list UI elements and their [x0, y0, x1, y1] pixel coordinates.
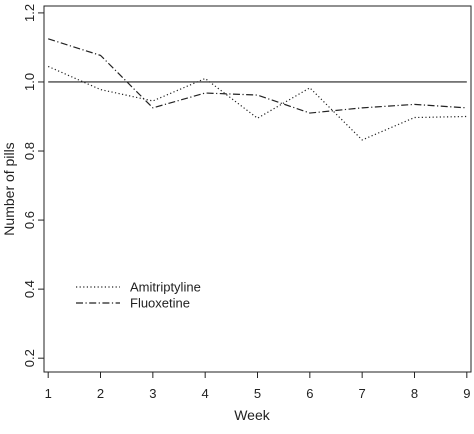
x-tick-label: 1 — [45, 386, 52, 401]
y-tick-label: 0.2 — [22, 349, 37, 367]
y-tick-label: 1.0 — [22, 73, 37, 91]
y-tick-label: 0.6 — [22, 211, 37, 229]
y-tick-label: 0.4 — [22, 280, 37, 298]
y-tick-label: 1.2 — [22, 4, 37, 22]
legend-label-amitriptyline: Amitriptyline — [130, 280, 201, 295]
series-layer — [47, 38, 467, 141]
x-tick-label: 8 — [411, 386, 418, 401]
x-tick-label: 3 — [149, 386, 156, 401]
x-tick-label: 2 — [97, 386, 104, 401]
x-tick-label: 4 — [202, 386, 209, 401]
y-axis: 0.2 0.4 0.6 0.8 1.0 1.2 — [22, 4, 44, 367]
y-tick-label: 0.8 — [22, 142, 37, 160]
y-axis-title: Number of pills — [1, 142, 17, 235]
series-line-fluoxetine — [48, 38, 467, 114]
x-axis: 1 2 3 4 5 6 7 8 9 — [45, 372, 470, 401]
legend-label-fluoxetine: Fluoxetine — [130, 296, 190, 311]
x-tick-label: 6 — [306, 386, 313, 401]
x-tick-label: 7 — [359, 386, 366, 401]
x-axis-title: Week — [234, 407, 271, 423]
x-tick-label: 5 — [254, 386, 261, 401]
x-tick-label: 9 — [463, 386, 470, 401]
